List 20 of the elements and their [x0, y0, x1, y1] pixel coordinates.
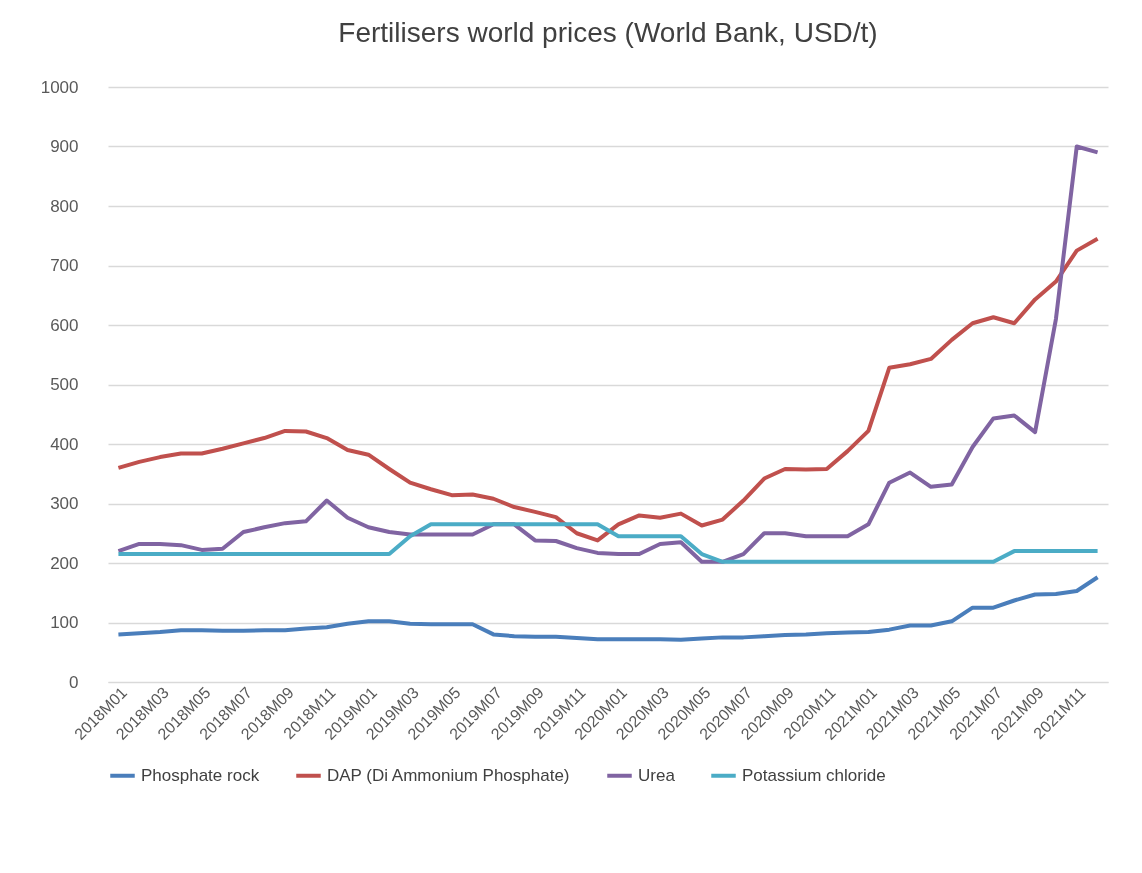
y-tick-label: 800: [50, 196, 79, 216]
y-tick-label: 600: [50, 315, 79, 335]
legend-label: Urea: [638, 765, 676, 785]
y-tick-label: 300: [50, 494, 79, 513]
y-tick-label: 200: [50, 553, 79, 573]
y-tick-label: 400: [50, 434, 79, 454]
y-tick-label: 500: [50, 375, 79, 394]
y-tick-label: 700: [50, 256, 79, 275]
line-series: [116, 575, 1100, 642]
y-tick-label: 1000: [40, 77, 79, 97]
line-series: [116, 236, 1100, 543]
line-series: [116, 522, 1100, 564]
legend-label: Phosphate rock: [141, 765, 260, 785]
legend-label: Potassium chloride: [742, 765, 886, 785]
y-tick-label: 100: [50, 613, 79, 632]
y-tick-label: 0: [69, 672, 79, 692]
line-series: [116, 144, 1100, 564]
legend-label: DAP (Di Ammonium Phosphate): [327, 765, 570, 785]
y-tick-label: 900: [50, 137, 79, 156]
chart-title: Fertilisers world prices (World Bank, USD/t): [338, 17, 878, 48]
